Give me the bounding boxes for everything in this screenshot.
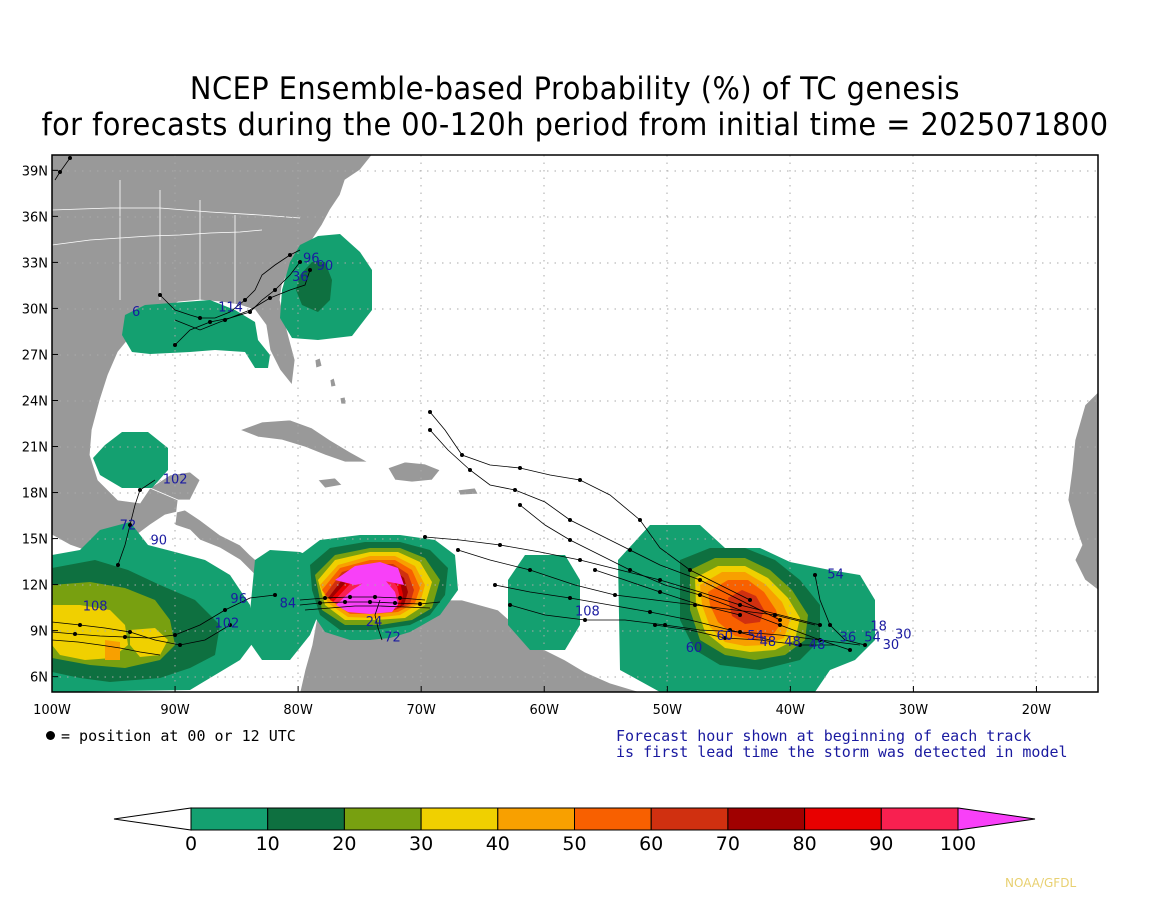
land-hispaniola	[387, 461, 441, 483]
colorbar: 0 10 20 30 40 50 60 70 80 90 100	[113, 807, 1036, 855]
colorbar-tick-label: 100	[940, 833, 976, 855]
colorbar-swatch	[420, 807, 499, 831]
lat-tick-label: 36N	[22, 210, 48, 225]
lon-tick-label: 20W	[1022, 703, 1052, 718]
forecast-hour-label: 84	[280, 597, 297, 612]
colorbar-swatch	[574, 807, 652, 831]
colorbar-swatch	[497, 807, 575, 831]
forecast-hour-note: Forecast hour shown at beginning of each…	[616, 728, 1068, 760]
forecast-hour-label: 72	[120, 518, 137, 533]
forecast-hour-label: 54	[827, 567, 844, 582]
colorbar-swatch	[727, 807, 806, 831]
forecast-hour-label: 96	[230, 592, 247, 607]
longitude-axis: 100W 90W 80W 70W 60W 50W 40W 30W 20W	[33, 686, 1051, 718]
lon-tick-label: 30W	[899, 703, 929, 718]
title-line-1: NCEP Ensemble-based Probability (%) of T…	[189, 71, 961, 107]
lat-tick-label: 33N	[22, 256, 48, 271]
forecast-hour-label: 60	[717, 629, 734, 644]
colorbar-tick-label: 30	[409, 833, 433, 855]
forecast-hour-label: 114	[218, 300, 243, 315]
colorbar-tick-label: 70	[716, 833, 740, 855]
colorbar-swatch	[804, 807, 882, 831]
prob-area-central-atlantic-west	[508, 555, 580, 650]
forecast-hour-label: 24	[366, 615, 383, 630]
forecast-hour-label: 48	[760, 635, 777, 650]
lon-tick-label: 90W	[160, 703, 190, 718]
forecast-hour-label: 48	[784, 635, 801, 650]
lat-tick-label: 15N	[22, 533, 48, 548]
forecast-hour-label: 48	[809, 638, 826, 653]
colorbar-swatch	[267, 807, 345, 831]
colorbar-tick-label: 0	[185, 833, 197, 855]
lat-tick-label: 30N	[22, 302, 48, 317]
land-cuba	[238, 419, 370, 463]
land-jamaica	[317, 477, 343, 489]
colorbar-tick-label: 80	[793, 833, 817, 855]
colorbar-tick-label: 90	[869, 833, 893, 855]
colorbar-tick-label: 40	[486, 833, 510, 855]
colorbar-tick-label: 20	[332, 833, 356, 855]
colorbar-tick-label: 10	[256, 833, 280, 855]
lon-tick-label: 100W	[33, 703, 71, 718]
land-north-america	[52, 155, 373, 618]
title-line-2: for forecasts during the 00-120h period …	[41, 107, 1109, 143]
colorbar-swatch	[343, 807, 422, 831]
dot-legend-text: = position at 00 or 12 UTC	[61, 727, 296, 745]
forecast-hour-label: 108	[575, 604, 600, 619]
latitude-axis: 6N 9N 12N 15N 18N 21N 24N 27N 30N 33N 36N 39N	[22, 164, 58, 686]
lon-tick-label: 40W	[776, 703, 806, 718]
lat-tick-label: 21N	[22, 441, 48, 456]
lon-tick-label: 60W	[530, 703, 560, 718]
position-dot-icon	[46, 731, 55, 740]
colorbar-tick-label: 60	[639, 833, 663, 855]
forecast-hour-label: 30	[883, 638, 900, 653]
colorbar-swatch	[190, 807, 269, 831]
lat-tick-label: 39N	[22, 164, 48, 179]
land-africa	[1067, 391, 1098, 591]
lat-tick-label: 24N	[22, 394, 48, 409]
forecast-hour-label: 60	[686, 641, 703, 656]
lon-tick-label: 50W	[653, 703, 683, 718]
lat-tick-label: 12N	[22, 579, 48, 594]
credit-label: NOAA/GFDL	[1005, 876, 1077, 890]
forecast-hour-label: 30	[895, 627, 912, 642]
colorbar-below-arrow	[113, 807, 192, 831]
lon-tick-label: 70W	[406, 703, 436, 718]
prob-area-bay-of-campeche	[93, 432, 168, 488]
lat-tick-label: 9N	[30, 625, 48, 640]
forecast-hour-note-line-2: is first lead time the storm was detecte…	[616, 743, 1068, 761]
colorbar-swatch	[650, 807, 729, 831]
colorbar-swatch	[880, 807, 959, 831]
forecast-hour-label: 108	[83, 600, 108, 615]
forecast-hour-label: 36	[292, 270, 309, 285]
forecast-hour-label: 18	[870, 620, 887, 635]
track-position-dots	[58, 156, 867, 652]
forecast-hour-label: 54	[864, 630, 881, 645]
colorbar-above-arrow	[957, 807, 1036, 831]
forecast-hour-label: 102	[214, 617, 239, 632]
forecast-hour-label: 90	[317, 259, 334, 274]
forecast-hour-label: 6	[132, 305, 140, 320]
dot-legend: = position at 00 or 12 UTC	[46, 728, 296, 744]
lat-tick-label: 6N	[30, 671, 48, 686]
lat-tick-label: 18N	[22, 487, 48, 502]
forecast-hour-label: 54	[747, 629, 764, 644]
lat-tick-label: 27N	[22, 348, 48, 363]
forecast-hour-label: 90	[150, 534, 167, 549]
forecast-hour-label: 36	[840, 630, 857, 645]
colorbar-tick-label: 50	[562, 833, 586, 855]
probability-shading	[52, 234, 875, 692]
forecast-hour-label: 72	[384, 630, 401, 645]
plot-frame	[51, 154, 1099, 693]
forecast-hour-label: 96	[303, 251, 320, 266]
coastlines	[52, 180, 301, 310]
forecast-hour-label: 102	[163, 472, 188, 487]
forecast-hour-note-line-1: Forecast hour shown at beginning of each…	[616, 727, 1032, 745]
lon-tick-label: 80W	[283, 703, 313, 718]
